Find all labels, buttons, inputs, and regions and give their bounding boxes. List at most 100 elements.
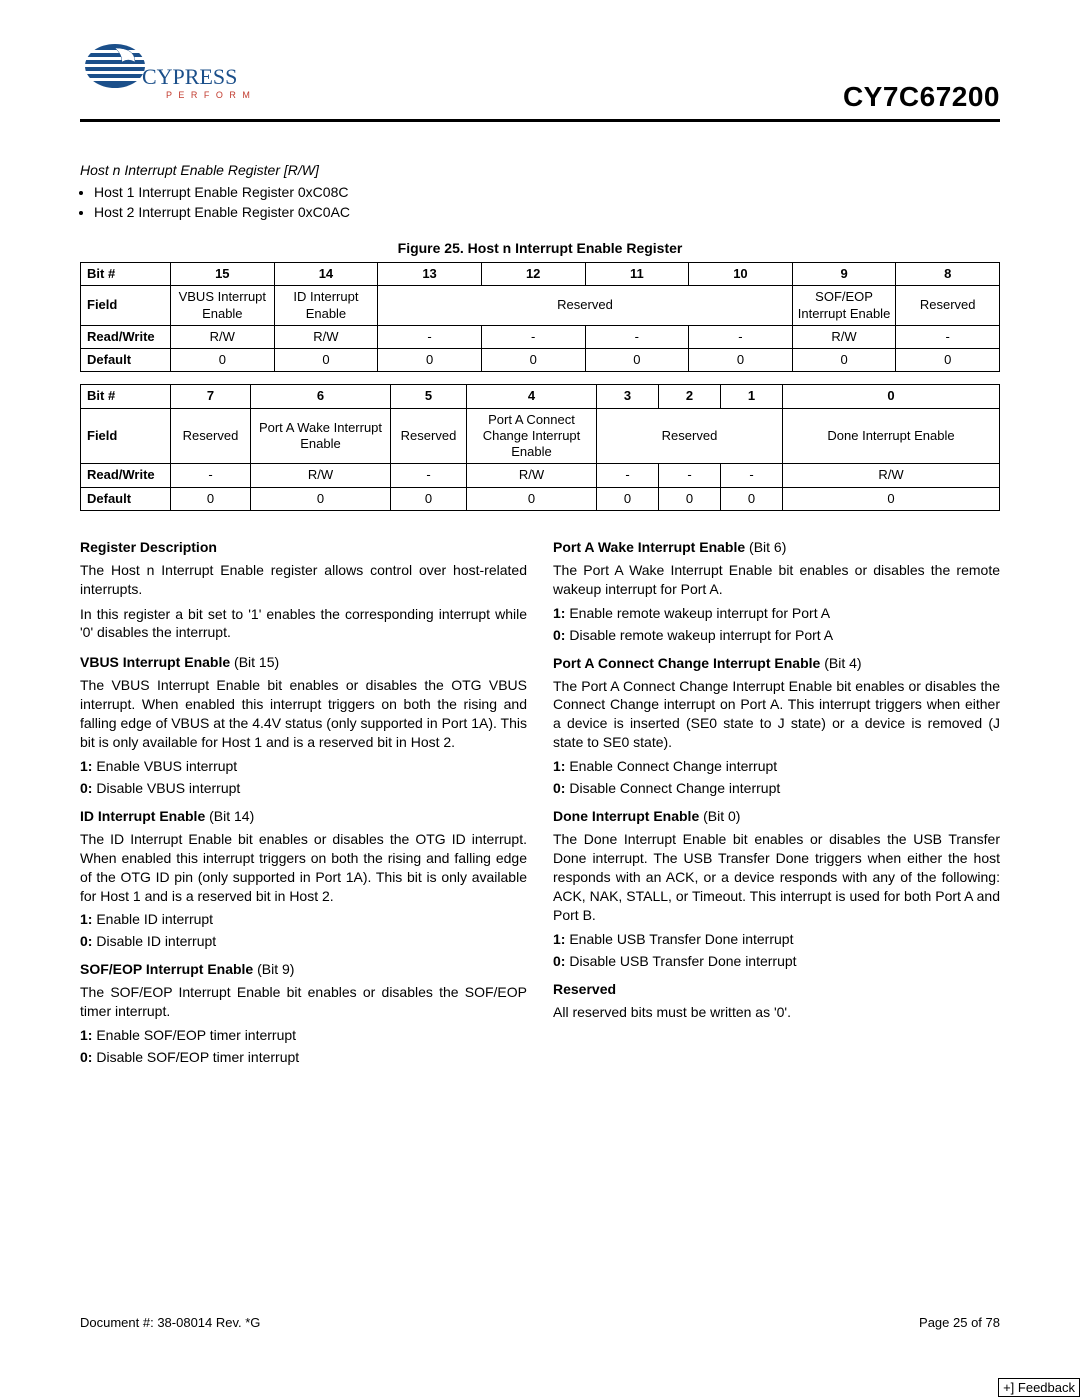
rw-cell: R/W	[783, 464, 1000, 487]
default-cell: 0	[251, 487, 391, 510]
bit-header: 6	[251, 385, 391, 408]
default-cell: 0	[792, 349, 896, 372]
paragraph: The Done Interrupt Enable bit enables or…	[553, 830, 1000, 924]
field-cell: VBUS Interrupt Enable	[171, 286, 275, 326]
rw-cell: -	[721, 464, 783, 487]
default-cell: 0	[467, 487, 597, 510]
default-cell: 0	[171, 487, 251, 510]
field-cell: Reserved	[597, 408, 783, 464]
field-cell: SOF/EOP Interrupt Enable	[792, 286, 896, 326]
field-cell: Reserved	[171, 408, 251, 464]
default-cell: 0	[391, 487, 467, 510]
field-cell: Port A Wake Interrupt Enable	[251, 408, 391, 464]
bit-definition: 1: Enable remote wakeup interrupt for Po…	[553, 605, 1000, 621]
default-cell: 0	[783, 487, 1000, 510]
section-heading: Register Description	[80, 539, 527, 555]
bit-header: 11	[585, 263, 689, 286]
section-heading: Reserved	[553, 981, 1000, 997]
field-cell: ID Interrupt Enable	[274, 286, 378, 326]
logo-subtext: P E R F O R M	[166, 90, 250, 100]
logo: CYPRESS P E R F O R M	[80, 40, 250, 113]
bit-header: 15	[171, 263, 275, 286]
bit-header: 5	[391, 385, 467, 408]
paragraph: The SOF/EOP Interrupt Enable bit enables…	[80, 983, 527, 1021]
rw-cell: -	[378, 325, 482, 348]
row-label: Bit #	[81, 263, 171, 286]
row-label: Field	[81, 408, 171, 464]
bit-header: 9	[792, 263, 896, 286]
section-heading: Port A Wake Interrupt Enable (Bit 6)	[553, 539, 1000, 555]
bit-header: 10	[689, 263, 793, 286]
rw-cell: -	[171, 464, 251, 487]
default-cell: 0	[481, 349, 585, 372]
description-columns: Register Description The Host n Interrupt…	[80, 527, 1000, 1071]
figure-caption: Figure 25. Host n Interrupt Enable Regis…	[80, 240, 1000, 256]
register-table-high: Bit # 15 14 13 12 11 10 9 8 Field VBUS I…	[80, 262, 1000, 372]
table-row: Field Reserved Port A Wake Interrupt Ena…	[81, 408, 1000, 464]
default-cell: 0	[659, 487, 721, 510]
rw-cell: -	[391, 464, 467, 487]
paragraph: The Port A Connect Change Interrupt Enab…	[553, 677, 1000, 753]
bit-header: 0	[783, 385, 1000, 408]
rw-cell: -	[689, 325, 793, 348]
rw-cell: -	[597, 464, 659, 487]
bit-header: 14	[274, 263, 378, 286]
bit-header: 8	[896, 263, 1000, 286]
bit-definition: 1: Enable SOF/EOP timer interrupt	[80, 1027, 527, 1043]
rw-cell: -	[585, 325, 689, 348]
field-cell: Port A Connect Change Interrupt Enable	[467, 408, 597, 464]
page: CYPRESS P E R F O R M CY7C67200 Host n I…	[0, 0, 1080, 1360]
paragraph: All reserved bits must be written as '0'…	[553, 1003, 1000, 1022]
paragraph: The Host n Interrupt Enable register all…	[80, 561, 527, 599]
bit-definition: 0: Disable Connect Change interrupt	[553, 780, 1000, 796]
rw-cell: R/W	[171, 325, 275, 348]
default-cell: 0	[597, 487, 659, 510]
rw-cell: R/W	[792, 325, 896, 348]
bit-definition: 0: Disable remote wakeup interrupt for P…	[553, 627, 1000, 643]
list-item: Host 2 Interrupt Enable Register 0xC0AC	[94, 204, 1000, 220]
bit-definition: 1: Enable VBUS interrupt	[80, 758, 527, 774]
table-row: Bit # 7 6 5 4 3 2 1 0	[81, 385, 1000, 408]
product-code: CY7C67200	[843, 81, 1000, 113]
table-row: Read/Write - R/W - R/W - - - R/W	[81, 464, 1000, 487]
default-cell: 0	[378, 349, 482, 372]
section-heading: Port A Connect Change Interrupt Enable (…	[553, 655, 1000, 671]
row-label: Read/Write	[81, 325, 171, 348]
register-list: Host 1 Interrupt Enable Register 0xC08C …	[94, 184, 1000, 220]
bit-definition: 1: Enable Connect Change interrupt	[553, 758, 1000, 774]
rw-cell: R/W	[274, 325, 378, 348]
field-cell: Reserved	[378, 286, 793, 326]
feedback-button[interactable]: +] Feedback	[998, 1378, 1080, 1397]
page-number: Page 25 of 78	[919, 1315, 1000, 1330]
bit-definition: 0: Disable SOF/EOP timer interrupt	[80, 1049, 527, 1065]
bit-header: 4	[467, 385, 597, 408]
row-label: Read/Write	[81, 464, 171, 487]
footer: Document #: 38-08014 Rev. *G Page 25 of …	[80, 1315, 1000, 1330]
doc-number: Document #: 38-08014 Rev. *G	[80, 1315, 260, 1330]
default-cell: 0	[896, 349, 1000, 372]
bit-definition: 0: Disable VBUS interrupt	[80, 780, 527, 796]
section-heading: Done Interrupt Enable (Bit 0)	[553, 808, 1000, 824]
rw-cell: R/W	[467, 464, 597, 487]
bit-header: 7	[171, 385, 251, 408]
default-cell: 0	[274, 349, 378, 372]
bit-definition: 1: Enable USB Transfer Done interrupt	[553, 931, 1000, 947]
table-row: Field VBUS Interrupt Enable ID Interrupt…	[81, 286, 1000, 326]
field-cell: Reserved	[391, 408, 467, 464]
rw-cell: -	[896, 325, 1000, 348]
section-heading: SOF/EOP Interrupt Enable (Bit 9)	[80, 961, 527, 977]
table-row: Bit # 15 14 13 12 11 10 9 8	[81, 263, 1000, 286]
bit-definition: 0: Disable USB Transfer Done interrupt	[553, 953, 1000, 969]
right-column: Port A Wake Interrupt Enable (Bit 6) The …	[553, 527, 1000, 1071]
rw-cell: R/W	[251, 464, 391, 487]
section-title: Host n Interrupt Enable Register [R/W]	[80, 162, 1000, 178]
bit-definition: 1: Enable ID interrupt	[80, 911, 527, 927]
section-heading: ID Interrupt Enable (Bit 14)	[80, 808, 527, 824]
bit-header: 13	[378, 263, 482, 286]
bit-header: 1	[721, 385, 783, 408]
row-label: Default	[81, 487, 171, 510]
table-row: Default 0 0 0 0 0 0 0 0	[81, 487, 1000, 510]
bit-definition: 0: Disable ID interrupt	[80, 933, 527, 949]
logo-text: CYPRESS	[142, 64, 237, 89]
field-cell: Reserved	[896, 286, 1000, 326]
